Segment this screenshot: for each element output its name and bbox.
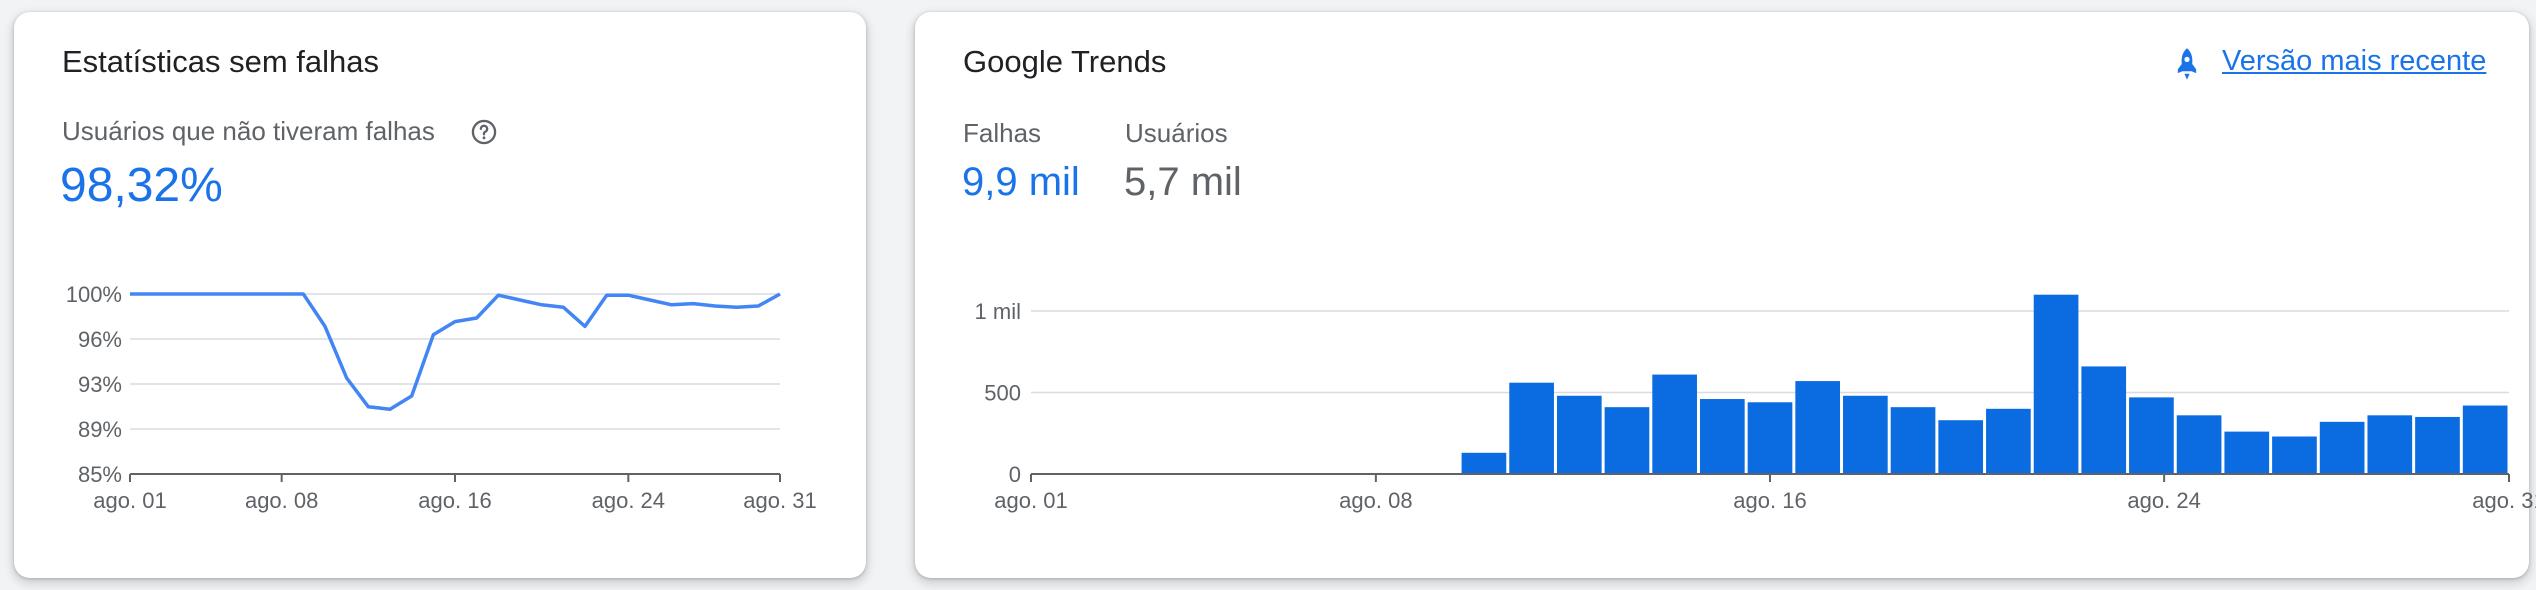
x-tick-label: ago. 24 [2127,488,2200,513]
y-tick-label: 100% [66,282,122,307]
bar [1986,408,2031,474]
x-tick-label: ago. 24 [592,488,665,513]
trends-card: Google Trends Versão mais recente Falhas… [915,12,2536,578]
y-tick-label: 89% [78,417,122,442]
bar [1699,399,1745,474]
bar [1509,382,1554,474]
bar [1556,395,1602,474]
crashes-value: 9,9 mil [962,160,1080,204]
crash-free-users-value: 98,32% [60,159,223,212]
metric-label: Usuários que não tiveram falhas [62,116,435,146]
crash-free-stats-card: Estatísticas sem falhas Usuários que não… [14,12,866,578]
y-tick-label: 85% [78,462,122,487]
crash-free-line-chart: 100% 96% 93% 89% 85%ago. 01 ago. 08 ago. 16 ago… [66,282,817,513]
x-tick-label: ago. 08 [1339,488,1412,513]
bar [1652,374,1697,474]
y-tick-label: 93% [78,372,122,397]
crashes-label: Falhas [963,118,1042,148]
bar [1843,395,1888,474]
bar [1938,420,1984,474]
x-tick-label: ago. 16 [418,488,491,513]
bar [2367,415,2413,474]
y-tick-label: 96% [78,327,122,352]
y-tick-label: 0 [1009,462,1021,487]
bar [2415,416,2460,474]
users-value: 5,7 mil [1124,160,1242,204]
bar [2224,431,2270,474]
bar [2319,421,2365,474]
bar [2462,405,2508,474]
rocket-icon[interactable] [2171,47,2203,81]
bar [1461,452,1507,474]
crash-free-series-line [130,292,781,411]
bar [2033,294,2079,474]
bar [1890,407,1936,474]
y-tick-label: 1 mil [975,299,1021,324]
latest-version-link[interactable]: Versão mais recente [2222,45,2487,77]
bar [1747,402,1793,474]
x-tick-label: ago. 01 [93,488,166,513]
x-tick-label: ago. 08 [245,488,318,513]
bar [2272,436,2317,474]
x-tick-label: ago. 01 [994,488,1067,513]
bar [1604,407,1650,474]
bar [2129,397,2174,474]
y-tick-label: 500 [984,381,1021,406]
x-tick-label: ago. 16 [1733,488,1806,513]
bar [1795,381,1841,474]
x-tick-label: ago. 31 [743,488,816,513]
bar [2081,366,2127,474]
users-label: Usuários [1125,118,1228,148]
card-title: Google Trends [963,44,1167,79]
bar [2176,415,2222,474]
x-tick-label: ago. 31 [2472,488,2536,513]
help-icon[interactable] [470,118,498,146]
card-title: Estatísticas sem falhas [62,44,380,79]
